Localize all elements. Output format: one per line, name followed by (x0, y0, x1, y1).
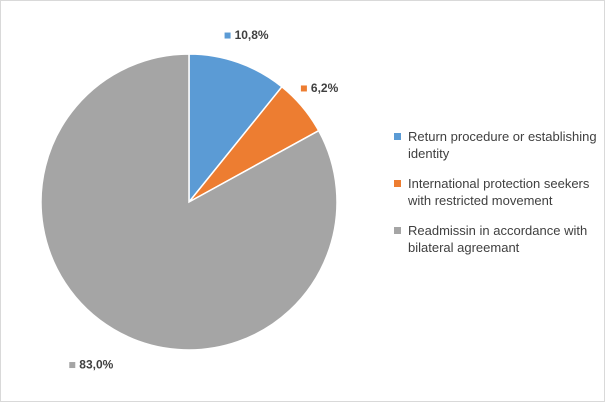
data-label: 6,2% (311, 81, 339, 95)
legend-swatch (394, 133, 401, 140)
legend-item: Return procedure or establishing identit… (394, 128, 599, 162)
pie-slice (188, 53, 283, 205)
data-label: 10,8% (235, 28, 269, 42)
legend-label: Readmissin in accordance with bilateral … (408, 223, 588, 255)
data-label: 83,0% (79, 358, 113, 372)
legend-item: International protection seekers with re… (394, 175, 599, 209)
label-marker (300, 85, 307, 92)
legend-label: Return procedure or establishing identit… (408, 129, 597, 161)
legend-label: International protection seekers with re… (408, 176, 590, 208)
legend-swatch (394, 180, 401, 187)
label-marker (224, 32, 231, 39)
legend-swatch (394, 227, 401, 234)
legend-item: Readmissin in accordance with bilateral … (394, 222, 599, 256)
pie-slice (40, 53, 338, 351)
legend: Return procedure or establishing identit… (394, 128, 599, 269)
label-marker (69, 362, 76, 369)
